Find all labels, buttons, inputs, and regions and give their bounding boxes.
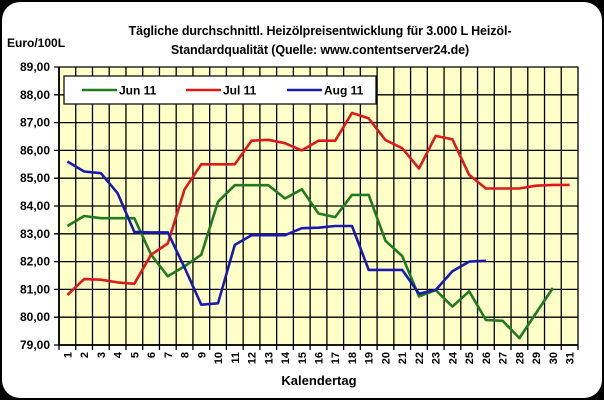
y-axis-label: Euro/100L xyxy=(7,36,66,50)
y-tick-label: 86,00 xyxy=(20,143,50,157)
chart-title-line-1: Tägliche durchschnittl. Heizölpreisentwi… xyxy=(128,24,512,38)
y-tick-label: 88,00 xyxy=(20,88,50,102)
x-tick-label: 8 xyxy=(180,352,192,358)
legend-label: Jul 11 xyxy=(223,84,257,98)
x-tick-label: 27 xyxy=(498,352,510,364)
x-tick-label: 9 xyxy=(196,352,208,358)
x-tick-label: 3 xyxy=(96,352,108,358)
y-tick-label: 87,00 xyxy=(20,116,50,130)
x-tick-label: 14 xyxy=(280,351,292,364)
y-tick-label: 82,00 xyxy=(20,255,50,269)
series-line-jun-11 xyxy=(66,183,554,340)
y-axis-ticks: 89,00 88,00 87,00 86,00 85,00 84,00 83,00 82,00… xyxy=(20,60,50,352)
x-tick-label: 21 xyxy=(397,352,409,364)
x-tick-label: 5 xyxy=(129,352,141,358)
series-line-aug-11 xyxy=(66,160,486,306)
chart-title-line-2: Standardqualität (Quelle: www.contentser… xyxy=(170,43,470,57)
y-tick-label: 89,00 xyxy=(20,60,50,74)
x-tick-label: 22 xyxy=(414,352,426,364)
x-tick-label: 4 xyxy=(113,351,125,358)
x-tick-label: 26 xyxy=(481,352,493,364)
y-tick-label: 83,00 xyxy=(20,227,50,241)
x-tick-label: 31 xyxy=(565,352,577,364)
x-tick-label: 19 xyxy=(364,352,376,364)
legend-label: Aug 11 xyxy=(324,84,364,98)
x-tick-label: 16 xyxy=(314,352,326,364)
x-axis-ticks: 1 2 3 4 5 6 7 8 9 10 11 12 13 14 15 16 17 18 19 20 21 22 23 24 2… xyxy=(62,351,576,364)
legend-label: Jun 11 xyxy=(119,84,157,98)
x-tick-label: 23 xyxy=(431,352,443,364)
x-tick-label: 10 xyxy=(213,352,225,364)
y-tick-label: 81,00 xyxy=(20,282,50,296)
chart-title: Tägliche durchschnittl. Heizölpreisentwi… xyxy=(100,22,540,60)
x-tick-label: 18 xyxy=(347,352,359,364)
x-tick-label: 17 xyxy=(330,352,342,364)
x-tick-label: 12 xyxy=(247,352,259,364)
x-tick-label: 25 xyxy=(464,352,476,364)
x-tick-label: 29 xyxy=(531,352,543,364)
x-tick-label: 6 xyxy=(146,352,158,358)
x-tick-label: 30 xyxy=(548,352,560,364)
data-series xyxy=(66,111,570,340)
x-tick-label: 13 xyxy=(263,352,275,364)
x-tick-label: 2 xyxy=(79,352,91,358)
x-tick-label: 11 xyxy=(230,352,242,364)
y-tick-label: 84,00 xyxy=(20,199,50,213)
y-tick-label: 80,00 xyxy=(20,310,50,324)
series-line-jul-11 xyxy=(66,111,570,296)
y-tick-label: 85,00 xyxy=(20,171,50,185)
x-axis-label: Kalendertag xyxy=(281,373,357,388)
x-tick-label: 20 xyxy=(380,352,392,364)
grid-lines xyxy=(54,66,579,350)
x-tick-label: 7 xyxy=(163,352,175,358)
x-tick-label: 24 xyxy=(447,351,459,364)
legend: Jun 11 Jul 11 Aug 11 xyxy=(63,75,377,105)
x-tick-label: 28 xyxy=(514,352,526,364)
y-tick-label: 79,00 xyxy=(20,338,50,352)
x-tick-label: 15 xyxy=(297,352,309,364)
x-tick-label: 1 xyxy=(62,352,74,358)
